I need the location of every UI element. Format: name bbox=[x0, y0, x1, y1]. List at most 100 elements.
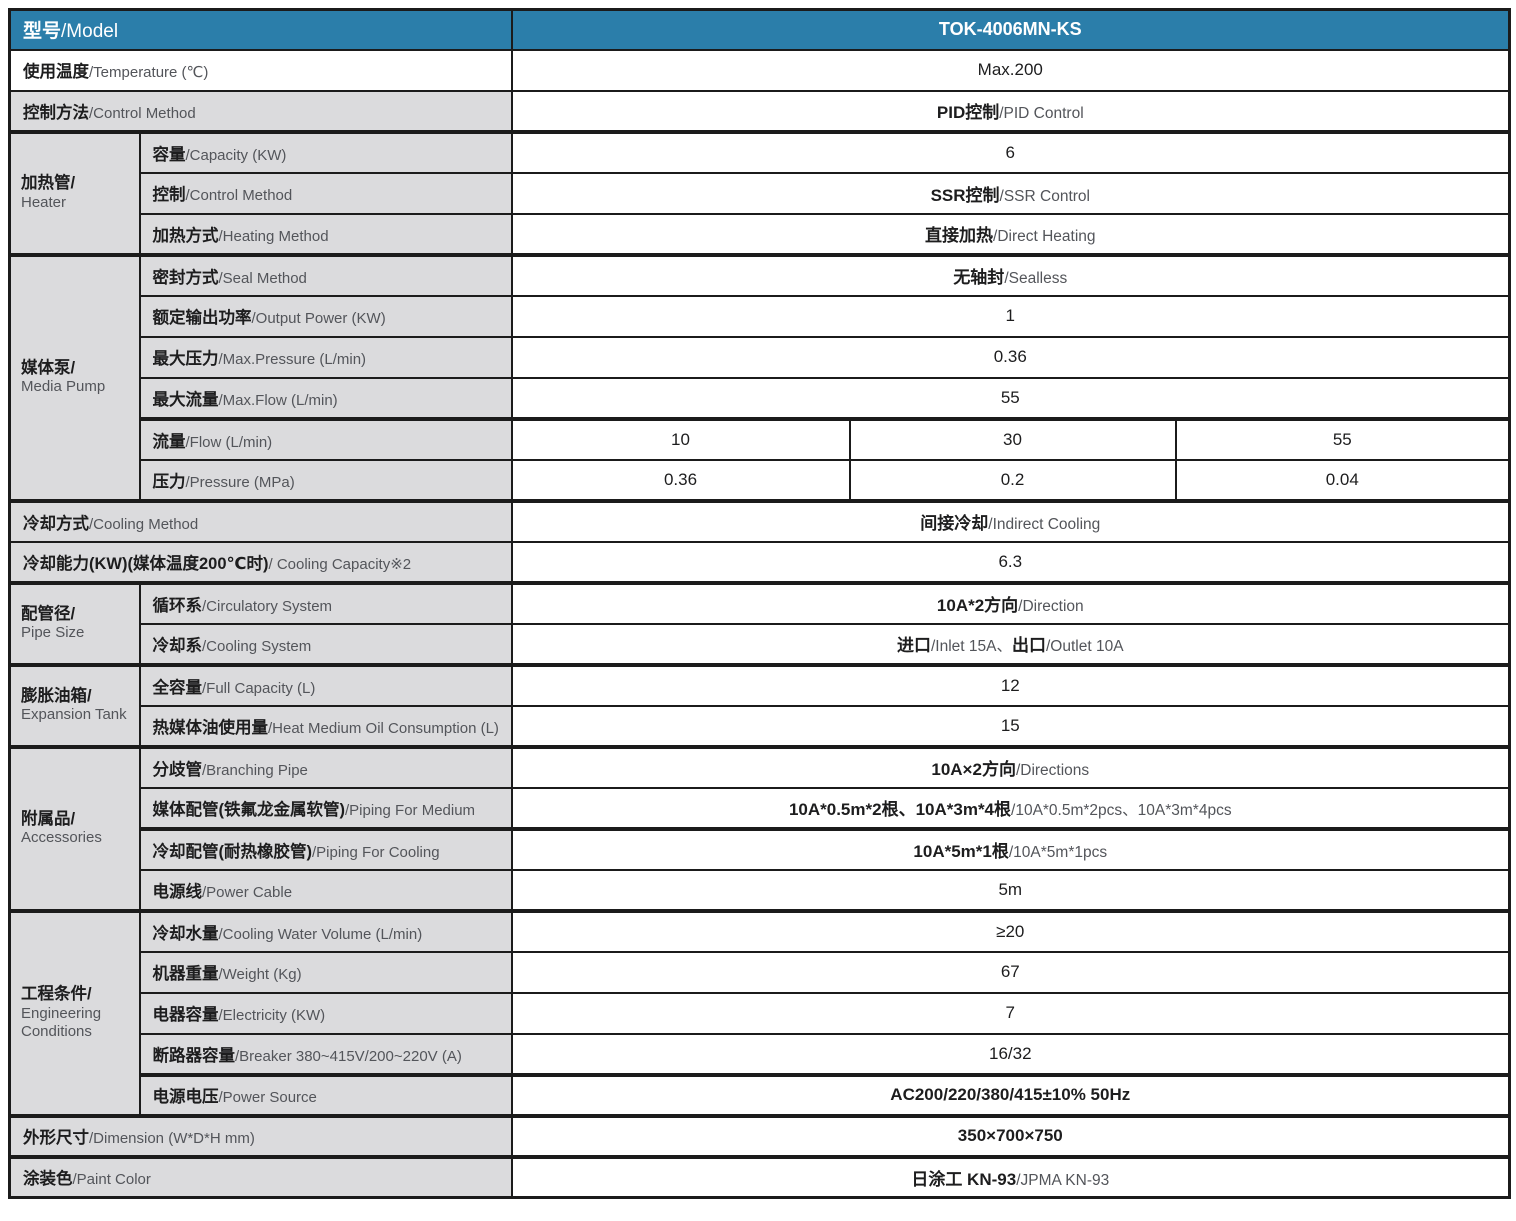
spec-row: 额定输出功率/Output Power (KW) 1 bbox=[10, 294, 1511, 338]
spec-row: 媒体泵/Media Pump 密封方式/Seal Method 无轴封/Sealle… bbox=[8, 252, 1511, 502]
spec-row: 机器重量/Weight (Kg) 67 bbox=[10, 950, 1511, 994]
value-text: /Directions bbox=[1015, 762, 1090, 779]
row-label-en: /Circulatory System bbox=[202, 597, 333, 615]
value-cell: 6.3 bbox=[510, 540, 1511, 584]
value-text: /Outlet 10A bbox=[1046, 638, 1124, 655]
value-cell: AC200/220/380/415±10% 50Hz bbox=[510, 1072, 1511, 1117]
value-text: 5m bbox=[998, 879, 1023, 899]
row-label-zh: 冷却系 bbox=[152, 636, 203, 655]
value-cell: ≥20 bbox=[510, 908, 1511, 953]
row-label-zh: 加热方式 bbox=[152, 226, 219, 245]
value-cell: 10A*2方向/Direction bbox=[510, 580, 1511, 625]
group-label-en: Heater bbox=[21, 193, 67, 211]
row-label-zh: 密封方式 bbox=[152, 268, 219, 287]
row-label-zh: 压力 bbox=[152, 472, 186, 491]
row-label-zh: 全容量 bbox=[152, 678, 203, 697]
row-label: 容量/Capacity (KW) bbox=[138, 129, 513, 174]
row-label: 最大流量/Max.Flow (L/min) bbox=[138, 376, 513, 420]
value-cell: 350×700×750 bbox=[510, 1113, 1511, 1158]
group-label: 加热管/Heater bbox=[8, 129, 141, 256]
value-text: /Indirect Cooling bbox=[988, 516, 1101, 533]
row-label-en: /Heating Method bbox=[218, 227, 329, 245]
row-label-en: /Power Cable bbox=[202, 883, 293, 901]
spec-row: 电源线/Power Cable 5m bbox=[10, 868, 1511, 912]
value-text: 无轴封 bbox=[953, 268, 1005, 287]
row-label: 加热方式/Heating Method bbox=[138, 212, 513, 256]
value-text: /10A*0.5m*2pcs、10A*3m*4pcs bbox=[1011, 802, 1232, 819]
row-label-zh: 冷却能力(KW)(媒体温度200℃时) bbox=[23, 554, 269, 573]
group-label-en: Engineering Conditions bbox=[21, 1004, 102, 1041]
spec-row: 冷却系/Cooling System 进口/Inlet 15A、出口/Outlet… bbox=[10, 622, 1511, 666]
value-cell: 10A*0.5m*2根、10A*3m*4根/10A*0.5m*2pcs、10A*… bbox=[510, 786, 1511, 830]
value-cell: SSR控制/SSR Control bbox=[510, 171, 1511, 215]
model-header-zh: 型号 bbox=[23, 21, 62, 43]
value-cell: 日涂工 KN-93/JPMA KN-93 bbox=[510, 1154, 1511, 1199]
group-label: 配管径/Pipe Size bbox=[8, 580, 141, 666]
row-label: 断路器容量/Breaker 380~415V/200~220V (A) bbox=[138, 1032, 513, 1076]
row-label-en: /Seal Method bbox=[218, 269, 307, 287]
row-label: 流量/Flow (L/min) bbox=[138, 416, 513, 461]
group-label-en: Media Pump bbox=[21, 378, 106, 396]
table-header-row: 型号/Model TOK-4006MN-KS bbox=[8, 8, 1511, 51]
group-label-zh: 媒体泵/ bbox=[21, 358, 76, 377]
row-label-zh: 断路器容量 bbox=[152, 1046, 236, 1065]
row-label: 控制/Control Method bbox=[138, 171, 513, 215]
value-cell: 30 bbox=[848, 416, 1177, 461]
spec-row: 膨胀油箱/Expansion Tank 全容量/Full Capacity (L)… bbox=[8, 662, 1511, 748]
row-label-en: /Max.Flow (L/min) bbox=[218, 391, 338, 409]
value-text: /SSR Control bbox=[999, 187, 1090, 205]
row-label: 冷却能力(KW)(媒体温度200℃时)/ Cooling Capacity※2 bbox=[8, 540, 513, 584]
value-text: 12 bbox=[1000, 675, 1020, 695]
value-text: 10A×2方向 bbox=[931, 760, 1016, 779]
spec-row: 控制/Control Method SSR控制/SSR Control bbox=[10, 171, 1511, 215]
value-text: 30 bbox=[1003, 429, 1022, 449]
spec-row: 附属品/Accessories 分歧管/Branching Pipe 10A×2方向… bbox=[8, 744, 1511, 912]
row-label-zh: 涂装色 bbox=[23, 1170, 73, 1189]
row-label: 使用温度/Temperature (℃) bbox=[8, 48, 513, 92]
row-label: 最大压力/Max.Pressure (L/min) bbox=[138, 335, 513, 379]
spec-row: 最大压力/Max.Pressure (L/min) 0.36 bbox=[10, 335, 1511, 379]
spec-row: 加热方式/Heating Method 直接加热/Direct Heating bbox=[10, 212, 1511, 256]
value-text: 0.2 bbox=[1000, 469, 1025, 489]
value-cell: 12 bbox=[510, 662, 1511, 707]
value-cell: Max.200 bbox=[510, 48, 1511, 92]
value-cell: 10A*5m*1根/10A*5m*1pcs bbox=[510, 826, 1511, 871]
value-text: 10 bbox=[671, 429, 690, 449]
value-text: 10A*2方向 bbox=[936, 596, 1019, 615]
spec-row: 电器容量/Electricity (KW) 7 bbox=[10, 991, 1511, 1035]
row-label: 循环系/Circulatory System bbox=[138, 580, 513, 625]
row-label-en: /Output Power (KW) bbox=[251, 310, 386, 327]
value-cell: 67 bbox=[510, 950, 1511, 994]
value-text: 67 bbox=[1000, 962, 1020, 981]
value-text: 直接加热 bbox=[925, 226, 994, 245]
spec-row: 加热管/Heater 容量/Capacity (KW) 6 bbox=[8, 129, 1511, 256]
row-label-zh: 电器容量 bbox=[152, 1006, 219, 1024]
value-text: 6 bbox=[1005, 142, 1015, 162]
value-text: AC200/220/380/415±10% 50Hz bbox=[890, 1085, 1131, 1104]
row-label-en: /Capacity (KW) bbox=[185, 146, 287, 164]
row-label-zh: 媒体配管(铁氟龙金属软管) bbox=[152, 800, 346, 819]
row-label: 媒体配管(铁氟龙金属软管)/Piping For Medium bbox=[138, 786, 513, 830]
row-label-zh: 冷却配管(耐热橡胶管) bbox=[152, 842, 313, 861]
value-cell: PID控制/PID Control bbox=[510, 89, 1511, 133]
value-text: 55 bbox=[1000, 387, 1020, 407]
spec-row: 配管径/Pipe Size 循环系/Circulatory System 10A*2… bbox=[8, 580, 1511, 666]
row-label-en: /Dimension (W*D*H mm) bbox=[89, 1130, 255, 1147]
value-cell: 7 bbox=[510, 991, 1511, 1035]
row-label-en: / Cooling Capacity※2 bbox=[268, 555, 412, 573]
row-label-zh: 外形尺寸 bbox=[23, 1129, 89, 1147]
value-cell: 15 bbox=[510, 704, 1511, 748]
value-text: /Direction bbox=[1018, 598, 1084, 615]
spec-row: 热媒体油使用量/Heat Medium Oil Consumption (L) 1… bbox=[10, 704, 1511, 748]
row-label: 额定输出功率/Output Power (KW) bbox=[138, 294, 513, 338]
value-text: 0.04 bbox=[1325, 469, 1359, 489]
row-label-zh: 热媒体油使用量 bbox=[152, 718, 269, 737]
row-label-en: /Flow (L/min) bbox=[185, 433, 273, 451]
row-label: 电源电压/Power Source bbox=[138, 1072, 513, 1117]
value-text: 出口 bbox=[1012, 636, 1046, 655]
row-label: 冷却系/Cooling System bbox=[138, 622, 513, 666]
group-label-en: Expansion Tank bbox=[21, 706, 127, 724]
spec-table: 型号/Model TOK-4006MN-KS 使用温度/Temperature … bbox=[8, 8, 1512, 1199]
value-cell: 0.2 bbox=[848, 458, 1177, 502]
